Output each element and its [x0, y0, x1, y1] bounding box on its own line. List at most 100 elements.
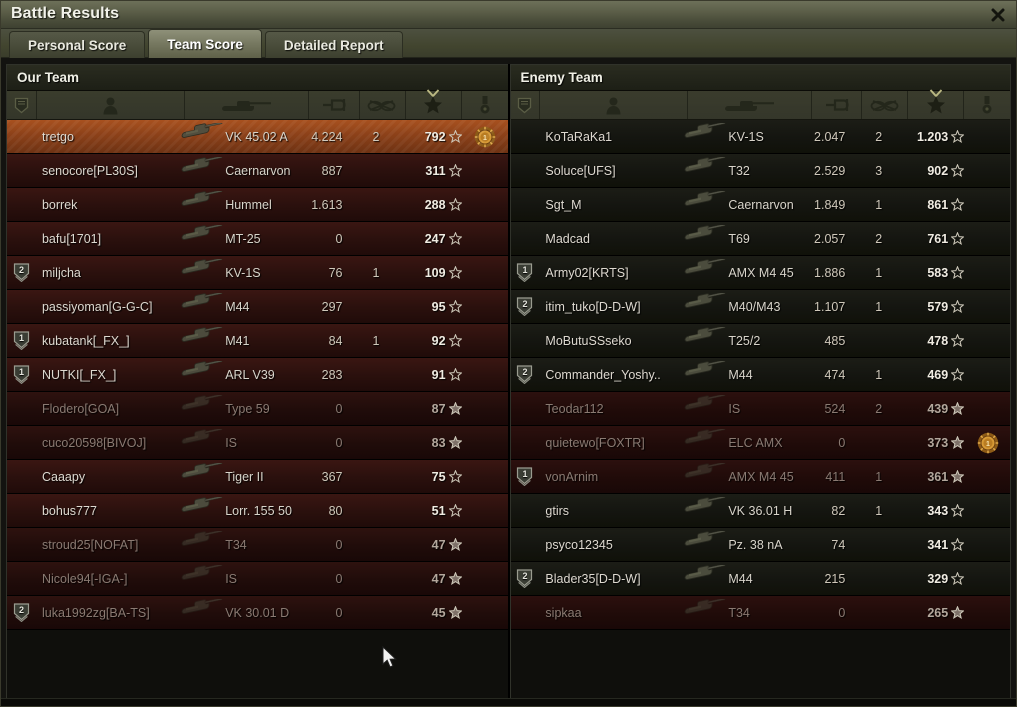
star-icon — [448, 154, 463, 188]
close-icon[interactable] — [986, 4, 1010, 26]
column-kills-icon[interactable] — [360, 91, 406, 119]
table-row[interactable]: 2 miljcha KV-1S 76 1 109 — [7, 256, 508, 290]
table-row[interactable]: 2 Commander_Yoshy.. M44 474 1 469 — [510, 358, 1010, 392]
tab-team-score[interactable]: Team Score — [148, 29, 262, 58]
table-row[interactable]: Flodero[GOA] Type 59 0 87 — [7, 392, 508, 426]
table-row[interactable]: Sgt_M Caernarvon 1.849 1 861 — [510, 188, 1010, 222]
table-row[interactable]: Madcad T69 2.057 2 761 — [510, 222, 1010, 256]
table-row[interactable]: 1 kubatank[_FX_] M41 84 1 92 — [7, 324, 508, 358]
tank-icon — [177, 359, 223, 391]
tank-icon — [680, 359, 726, 391]
column-xp-icon[interactable] — [406, 89, 462, 119]
star-icon — [448, 460, 463, 494]
table-row[interactable]: borrek Hummel 1.613 288 — [7, 188, 508, 222]
kills-value: 1 — [875, 469, 883, 484]
tab-detailed-report[interactable]: Detailed Report — [264, 31, 403, 58]
table-row[interactable]: sipkaa T34 0 265 — [510, 596, 1010, 630]
medal-cell — [966, 120, 1010, 154]
table-row[interactable]: stroud25[NOFAT] T34 0 47 — [7, 528, 508, 562]
tank-icon — [680, 393, 726, 425]
table-row[interactable]: Caaapy Tiger II 367 75 — [7, 460, 508, 494]
platoon-badge-cell — [7, 392, 36, 426]
table-row[interactable]: 1 vonArnim AMX M4 45 411 1 361 — [510, 460, 1010, 494]
table-row[interactable]: 1 Army02[KRTS] AMX M4 45 1.886 1 583 — [510, 256, 1010, 290]
table-row[interactable]: KoTaRaKa1 KV-1S 2.047 2 1.203 — [510, 120, 1010, 154]
table-row[interactable]: passiyoman[G-G-C] M44 297 95 — [7, 290, 508, 324]
vehicle-name: KV-1S — [179, 256, 299, 290]
our-team-panel: Our Team — [6, 64, 508, 700]
kills-value: 1 — [875, 197, 883, 212]
table-row[interactable]: bohus777 Lorr. 155 50 80 51 — [7, 494, 508, 528]
player-name: bafu[1701] — [41, 231, 102, 246]
table-row[interactable]: Soluce[UFS] T32 2.529 3 902 — [510, 154, 1010, 188]
achievement-medal-icon[interactable]: 1 — [474, 126, 496, 148]
platoon-badge-icon: 1 — [13, 365, 30, 385]
column-kills-icon[interactable] — [862, 91, 909, 119]
table-row[interactable]: psyco12345 Pz. 38 nA 74 341 — [510, 528, 1010, 562]
table-row[interactable]: tretgo VK 45.02 A 4.224 2 792 1 — [7, 120, 508, 154]
vehicle-name: T34 — [682, 596, 802, 630]
damage-value: 367 — [321, 469, 343, 484]
tank-icon — [177, 529, 223, 561]
table-row[interactable]: 1 NUTKI[_FX_] ARL V39 283 91 — [7, 358, 508, 392]
xp-value: 902 — [927, 163, 949, 178]
achievement-medal-icon[interactable]: 1 — [977, 432, 999, 454]
column-vehicle-icon[interactable] — [688, 91, 812, 119]
damage-value: 76 — [328, 265, 343, 280]
damage-value: 524 — [824, 401, 846, 416]
vehicle-name: KV-1S — [682, 120, 802, 154]
player-name: Caaapy — [41, 469, 86, 484]
platoon-badge-icon: 1 — [13, 331, 30, 351]
xp-value: 792 — [424, 129, 446, 144]
table-row[interactable]: 2 Blader35[D-D-W] M44 215 329 — [510, 562, 1010, 596]
table-row[interactable]: MoButuSSseko T25/2 485 478 — [510, 324, 1010, 358]
column-player-icon[interactable] — [540, 91, 688, 119]
medal-cell — [966, 392, 1010, 426]
kills-value: 1 — [875, 503, 883, 518]
column-medal-icon[interactable] — [462, 91, 508, 119]
table-row[interactable]: 2 luka1992zg[BA-TS] VK 30.01 D 0 45 — [7, 596, 508, 630]
player-name: Army02[KRTS] — [545, 265, 629, 280]
tab-personal-score[interactable]: Personal Score — [9, 31, 146, 58]
table-row[interactable]: Teodar112 IS 524 2 439 — [510, 392, 1010, 426]
player-name: bohus777 — [41, 503, 97, 518]
xp-value: 373 — [927, 435, 949, 450]
star-icon — [950, 358, 965, 392]
column-player-icon[interactable] — [37, 91, 185, 119]
platoon-badge-cell — [7, 188, 36, 222]
medal-cell — [966, 256, 1010, 290]
kills-value: 2 — [372, 129, 380, 144]
enemy-team-rows: KoTaRaKa1 KV-1S 2.047 2 1.203 Soluce[UFS] T32 2… — [510, 120, 1010, 630]
column-xp-icon[interactable] — [908, 89, 965, 119]
medal-cell — [463, 426, 507, 460]
column-rank-badge-icon[interactable] — [7, 91, 37, 119]
column-damage-icon[interactable] — [812, 91, 863, 119]
page-title: Battle Results — [11, 5, 120, 22]
star-icon — [950, 392, 965, 426]
damage-value: 0 — [335, 605, 343, 620]
table-row[interactable]: bafu[1701] MT-25 0 247 — [7, 222, 508, 256]
medal-cell — [966, 290, 1010, 324]
table-row[interactable]: senocore[PL30S] Caernarvon 887 311 — [7, 154, 508, 188]
platoon-badge-cell — [511, 494, 540, 528]
table-row[interactable]: 2 itim_tuko[D-D-W] M40/M43 1.107 1 579 — [510, 290, 1010, 324]
column-medal-icon[interactable] — [964, 91, 1010, 119]
kills-value — [348, 494, 393, 528]
column-damage-icon[interactable] — [309, 91, 360, 119]
kills-value: 1 — [372, 265, 380, 280]
player-name: psyco12345 — [545, 537, 613, 552]
vehicle-name: Type 59 — [179, 392, 299, 426]
column-vehicle-icon[interactable] — [185, 91, 309, 119]
star-icon — [950, 290, 965, 324]
table-row[interactable]: gtirs VK 36.01 H 82 1 343 — [510, 494, 1010, 528]
table-row[interactable]: quietewo[FOXTR] ELC AMX 0 373 1 — [510, 426, 1010, 460]
medal-cell — [966, 222, 1010, 256]
player-name: Madcad — [545, 231, 590, 246]
xp-value: 45 — [431, 605, 446, 620]
table-row[interactable]: cuco20598[BIVOJ] IS 0 83 — [7, 426, 508, 460]
vehicle-name: T69 — [682, 222, 802, 256]
table-row[interactable]: Nicole94[-IGA-] IS 0 47 — [7, 562, 508, 596]
tank-icon — [177, 257, 223, 289]
column-rank-badge-icon[interactable] — [511, 91, 541, 119]
